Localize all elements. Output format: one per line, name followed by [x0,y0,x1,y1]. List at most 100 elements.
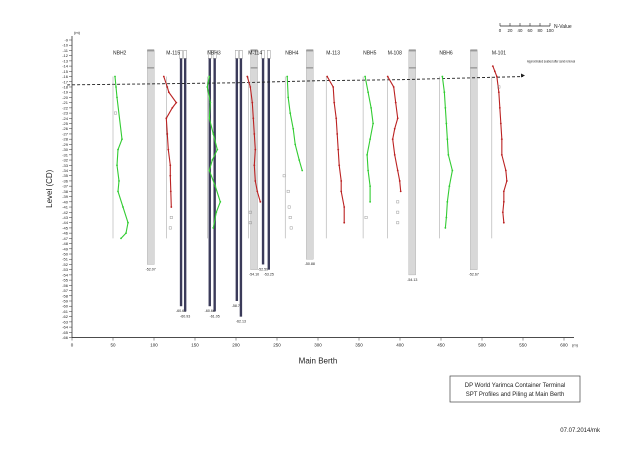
spt-point [162,75,165,78]
spt-profile-nbh5 [364,76,374,202]
spt-extra-point [287,205,291,209]
spt-point [502,221,505,224]
pile-dark [179,50,183,307]
y-tick-label: -37 [62,184,69,189]
y-tick-label: -31 [62,152,69,157]
spt-point [301,169,304,172]
y-tick-label: -29 [62,142,69,147]
x-tick-label: 200 [232,343,240,348]
x-tick-label: 500 [478,343,486,348]
spt-point [117,148,119,151]
spt-point [340,190,343,193]
y-tick-label: -18 [62,84,69,89]
scale-tick-label: 80 [538,28,543,33]
spt-point [364,75,366,78]
y-tick-label: -48 [62,241,69,246]
spt-point [169,164,172,167]
y-tick-label: -55 [62,278,69,283]
y-tick-label: -44 [62,220,69,225]
spt-point [212,227,215,229]
x-tick-label: 450 [437,343,445,348]
spt-extra-point [114,111,117,115]
pile-dark [183,50,187,312]
spt-point [253,133,256,135]
spt-point [289,112,292,114]
borehole-name: M-101 [492,51,506,57]
spt-point [443,91,446,94]
spt-point [171,106,174,109]
scale-tick-label: 0 [499,28,502,33]
y-tick-label: -39 [62,194,69,199]
spt-point [501,211,504,214]
spt-point [287,96,290,99]
spt-point [500,153,503,156]
pile-gray-band [250,67,258,69]
spt-point [393,127,396,130]
spt-point [446,138,449,141]
spt-point [502,190,505,193]
spt-point [338,164,341,167]
y-tick-label: -24 [62,116,69,121]
pile-dark [267,50,270,270]
spt-extra-point [248,221,252,225]
x-tick-label: 150 [191,343,199,348]
x-tick-label: 400 [396,343,404,348]
y-tick-label: -38 [62,189,69,194]
spt-point [246,75,249,78]
y-tick-label: -57 [62,288,69,293]
spt-point [399,190,402,193]
pile-dark-label: -60.68 [176,309,186,313]
y-tick-label: -52 [62,262,69,267]
spt-point [116,164,118,167]
scale-tick-label: 40 [518,28,523,33]
borehole-name: M-115 [166,51,180,57]
spt-profile-nbh3 [206,76,221,229]
pile-dark [213,50,216,312]
spt-point [208,117,211,120]
title-line-2: SPT Profiles and Piling at Main Berth [466,392,565,398]
y-tick-label: -59 [62,299,69,304]
pile-gray-cap [470,49,478,52]
x-tick-label: 550 [519,343,527,348]
spt-point [292,127,295,130]
spt-point [211,159,214,161]
pile-dark-label: -60.66 [205,309,215,313]
y-tick-label: -64 [62,325,69,330]
pile-gray-label: -54.13 [407,278,417,282]
x-tick-label: 350 [355,343,363,348]
spt-point [165,117,168,120]
spt-point [122,206,124,208]
spt-point [254,148,257,151]
borehole-name: M-113 [326,51,340,57]
pile-gray-band [306,67,314,69]
spt-point [369,200,371,203]
spt-point [369,185,371,188]
spt-point [343,221,346,224]
x-tick-label: 50 [110,343,116,348]
spt-point [491,65,494,67]
spt-point [498,106,501,109]
pile-dark-label: -61.05 [210,314,220,318]
y-tick-label: -60 [62,304,69,309]
y-tick-label: -41 [62,205,69,210]
spt-extra-point [282,174,286,178]
y-tick-label: -21 [62,100,69,105]
y-tick-label: -47 [62,236,69,241]
y-tick-label: -34 [62,168,69,173]
spt-point [216,148,219,151]
spt-point [398,180,401,182]
y-tick-label: -17 [62,79,69,84]
spt-point [493,70,496,73]
spt-point [214,185,217,188]
y-tick-label: -9 [64,38,68,43]
pile-dark-tag [239,50,243,59]
spt-point [294,143,297,146]
spt-point [208,75,211,78]
pile-gray-label: -54.10 [249,273,259,277]
spt-point [121,138,123,141]
date-label: 07.07.2014/mk [560,428,601,434]
borehole-name: NBH5 [363,51,377,57]
pile-dark-tag [208,50,212,59]
y-tick-label: -61 [62,309,69,314]
